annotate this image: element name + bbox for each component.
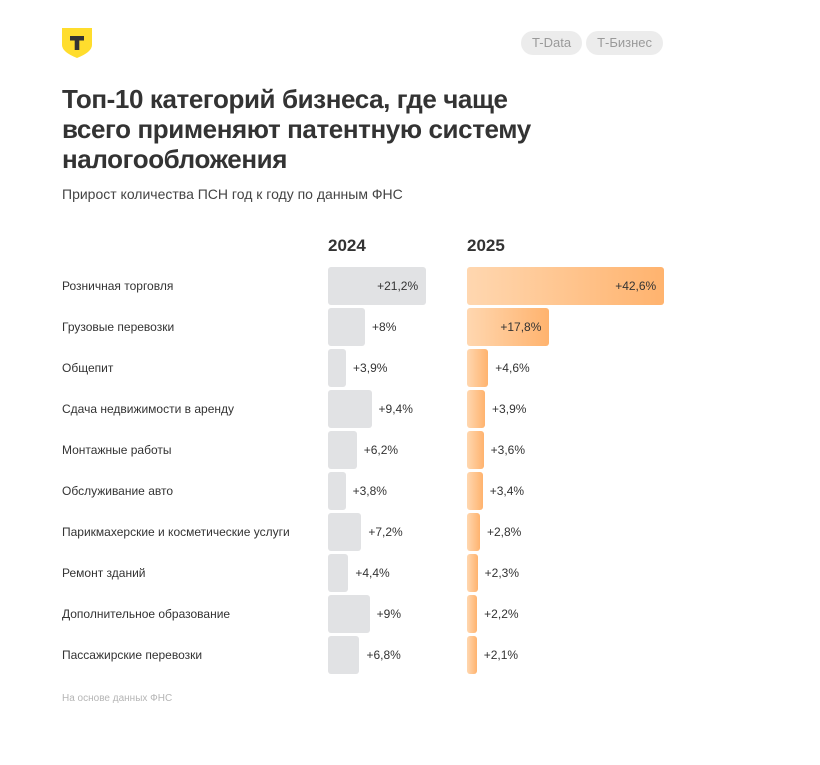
category-label: Общепит [62, 361, 114, 375]
page-title: Топ-10 категорий бизнеса, где чаще всего… [62, 84, 531, 174]
category-label: Монтажные работы [62, 443, 172, 457]
series-header-2025: 2025 [467, 236, 505, 255]
bar-2024 [328, 513, 362, 551]
data-label-2025: +2,8% [486, 525, 522, 539]
bar-2025 [467, 431, 484, 469]
bar-2025 [467, 308, 550, 346]
data-label-2024: +3,8% [352, 484, 387, 498]
source-note: На основе данных ФНС [62, 693, 173, 704]
data-label-2025: +3,4% [489, 484, 525, 498]
data-label-2025: +4,6% [495, 361, 530, 375]
data-label-2024: +3,9% [353, 361, 388, 375]
data-label-2024: +7,2% [368, 525, 403, 539]
data-label-2025: +2,2% [484, 607, 519, 621]
t-logo-icon [62, 28, 92, 58]
tags: T-Data Т-Бизнес [521, 31, 663, 55]
data-label-2024: +6,2% [363, 443, 399, 457]
category-label: Грузовые перевозки [62, 320, 175, 334]
data-label-2024: +8% [372, 320, 397, 334]
data-label-2025: +42,6% [615, 279, 657, 293]
bar-2024 [328, 472, 346, 510]
bar-2024 [328, 390, 372, 428]
series-header-2024: 2024 [328, 236, 366, 255]
bar-2025 [467, 513, 480, 551]
category-label: Парикмахерские и косметические услуги [62, 525, 290, 539]
data-label-2025: +3,9% [492, 402, 527, 416]
category-label: Розничная торговля [62, 279, 174, 293]
bar-2024 [328, 431, 357, 469]
data-label-2024: +9,4% [378, 402, 413, 416]
subtitle: Прирост количества ПСН год к году по дан… [62, 186, 403, 202]
data-label-2024: +6,8% [366, 648, 401, 662]
data-label-2024: +4,4% [355, 566, 390, 580]
data-label-2024: +21,2% [377, 279, 419, 293]
category-label: Ремонт зданий [62, 566, 146, 580]
bar-2025 [467, 390, 486, 428]
bar-2024 [328, 308, 366, 346]
bar-2025 [467, 554, 478, 592]
category-label: Дополнительное образование [62, 607, 231, 621]
tag-t-business[interactable]: Т-Бизнес [586, 31, 663, 55]
data-label-2025: +2,1% [483, 648, 519, 662]
category-label: Пассажирские перевозки [62, 648, 203, 662]
category-label: Обслуживание авто [62, 484, 174, 498]
bar-2025 [467, 636, 477, 674]
bar-2024 [328, 554, 349, 592]
data-label-2024: +9% [376, 607, 402, 621]
bar-2024 [328, 636, 360, 674]
category-label: Сдача недвижимости в аренду [62, 402, 235, 416]
bar-2025 [467, 595, 478, 633]
tag-t-data[interactable]: T-Data [521, 31, 583, 55]
bar-2025 [467, 349, 489, 387]
bar-2024 [328, 267, 427, 305]
bar-2025 [467, 267, 665, 305]
bar-2024 [328, 349, 347, 387]
data-label-2025: +17,8% [500, 320, 542, 334]
data-label-2025: +3,6% [490, 443, 526, 457]
bar-2025 [467, 472, 483, 510]
bar-2024 [328, 595, 370, 633]
data-label-2025: +2,3% [484, 566, 519, 580]
